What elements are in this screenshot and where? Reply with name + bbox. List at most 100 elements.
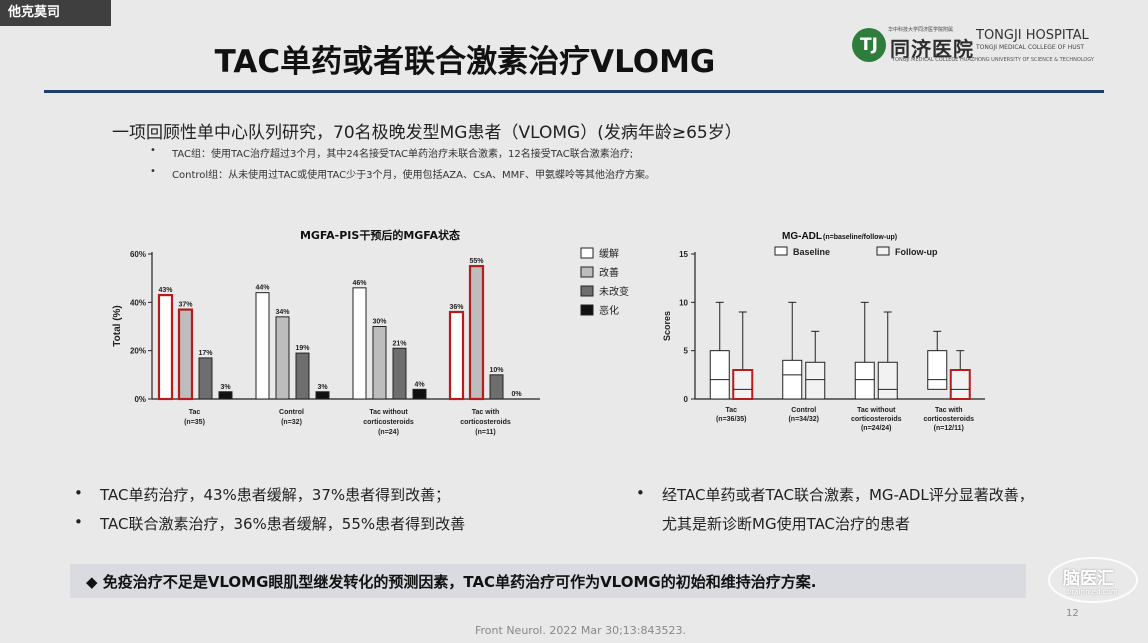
bar-value-label: 19% [295,345,310,352]
x-tick-label: (n=24/24) [861,425,892,432]
legend-label: Follow-up [895,247,938,257]
mg-adl-box-chart: MG-ADL (n=baseline/follow-up) 0 5 10 15 Scores… [662,231,985,432]
hospital-emblem-icon: TJ [852,28,886,62]
y-tick-label: 20% [130,347,146,356]
bullet-dot-icon: • [636,484,645,502]
legend-swatch [580,266,594,278]
bar-value-label: 0% [511,391,522,398]
bar [275,316,290,400]
watermark-text: 脑医汇 [1063,569,1114,589]
y-tick-label: 0% [134,395,146,404]
x-tick-label: corticosteroids [851,416,902,423]
hospital-logo: TJ 华中科技大学同济医学院附属 同济医院 TONGJI HOSPITAL TO… [852,26,1122,66]
conclusion-text: ◆ 免疫治疗不足是VLOMG眼肌型继发转化的预测因素，TAC单药治疗可作为VLO… [86,573,817,591]
bullet-dot-icon: • [74,513,83,531]
y-tick-label: 15 [679,250,688,259]
title-divider [44,90,1104,93]
y-axis-label: Scores [662,311,672,341]
legend-label: 未改变 [599,285,629,298]
logo-subtitle: TONGJI MEDICAL COLLEGE OF HUST [976,44,1085,51]
box [949,369,971,400]
bar [468,264,485,401]
bullet-right-2: 尤其是新诊断MG使用TAC治疗的患者 [662,515,911,533]
bar-value-label: 43% [158,287,173,294]
x-tick-label: (n=32) [281,419,302,426]
box [854,361,875,400]
x-tick-label: corticosteroids [923,416,974,423]
y-tick-label: 5 [684,347,689,356]
bar-value-label: 17% [198,350,213,357]
bar-value-label: 46% [352,280,367,287]
bar-value-label: 30% [372,319,387,326]
logo-english-name: TONGJI HOSPITAL [976,28,1089,43]
y-tick-label: 0 [684,395,689,404]
x-tick-label: Control [279,409,304,416]
mgfa-bar-chart: MGFA-PIS干预后的MGFA状态 0% 20% 40% 60% Total (%) 43… [112,228,629,436]
box [805,361,826,400]
chart-title: MGFA-PIS干预后的MGFA状态 [300,228,460,242]
x-tick-label: (n=24) [378,429,399,436]
x-tick-label: Tac with [935,407,962,414]
logo-top-small: 华中科技大学同济医学院附属 [888,27,954,33]
y-tick-label: 40% [130,298,146,307]
bar [295,352,310,400]
bar-value-label: 3% [317,384,328,391]
x-tick-label: corticosteroids [460,419,511,426]
bar-value-label: 21% [392,340,407,347]
box [877,361,898,400]
bar-value-label: 36% [449,304,464,311]
watermark-sub: brainmed.com [1067,588,1118,596]
x-tick-label: (n=11) [475,429,495,436]
bar [255,292,270,400]
conclusion-box [70,564,1026,598]
legend-swatch [580,247,594,259]
legend-label: Baseline [793,247,830,257]
page-number: 12 [1066,608,1079,619]
legend-swatch [774,246,788,256]
watermark-brain-icon [1048,557,1138,603]
bar [177,308,194,401]
logo-subtitle-2: TONGJI MEDICAL COLLEGE HUAZHONG UNIVERSI… [892,57,1094,63]
y-axis-label: Total (%) [112,305,123,346]
x-tick-label: Control [791,407,816,414]
x-tick-label: Tac [189,409,201,416]
bar [392,347,407,400]
y-tick-label: 60% [130,250,146,259]
bar [198,357,213,400]
x-tick-label: Tac [725,407,737,414]
legend-label: 恶化 [599,304,619,317]
bar [448,310,465,401]
bar-value-label: 3% [220,384,231,391]
x-tick-label: (n=12/11) [934,425,964,432]
box [782,359,803,400]
watermark-logo: 脑医汇 brainmed.com [1045,556,1141,606]
bullet-left-2: TAC联合激素治疗，36%患者缓解，55%患者得到改善 [100,515,466,533]
bar [489,374,504,400]
y-tick-label: 10 [679,298,688,307]
x-tick-label: (n=35) [184,419,205,426]
legend-label: 缓解 [599,247,619,260]
bullet-left-1: TAC单药治疗，43%患者缓解，37%患者得到改善； [100,486,451,504]
x-tick-label: Tac with [472,409,499,416]
legend-label: 改善 [599,266,619,279]
x-tick-label: (n=36/35) [716,416,747,423]
bar [372,326,387,400]
bar-value-label: 37% [178,302,193,309]
bar-value-label: 10% [489,367,504,374]
study-intro: 一项回顾性单中心队列研究，70名极晚发型MG患者（VLOMG）(发病年龄≥65岁… [112,123,742,143]
bar [315,391,330,400]
bar-value-label: 44% [255,285,270,292]
x-tick-label: corticosteroids [363,419,414,426]
topic-tag: 他克莫司 [0,0,111,26]
bar-value-label: 4% [414,381,425,388]
subnote-control-group: Control组：从未使用过TAC或使用TAC少于3个月，使用包括AZA、CsA… [172,170,656,181]
legend-swatch [580,285,594,297]
bar-value-label: 34% [275,309,290,316]
box [927,350,948,390]
x-tick-label: (n=34/32) [788,416,819,423]
subnote-tac-group: TAC组：使用TAC治疗超过3个月，其中24名接受TAC单药治疗未联合激素，12… [172,149,634,160]
bar [218,391,233,400]
bar [157,293,174,401]
bar [352,287,367,400]
chart-title: MG-ADL [782,231,822,242]
